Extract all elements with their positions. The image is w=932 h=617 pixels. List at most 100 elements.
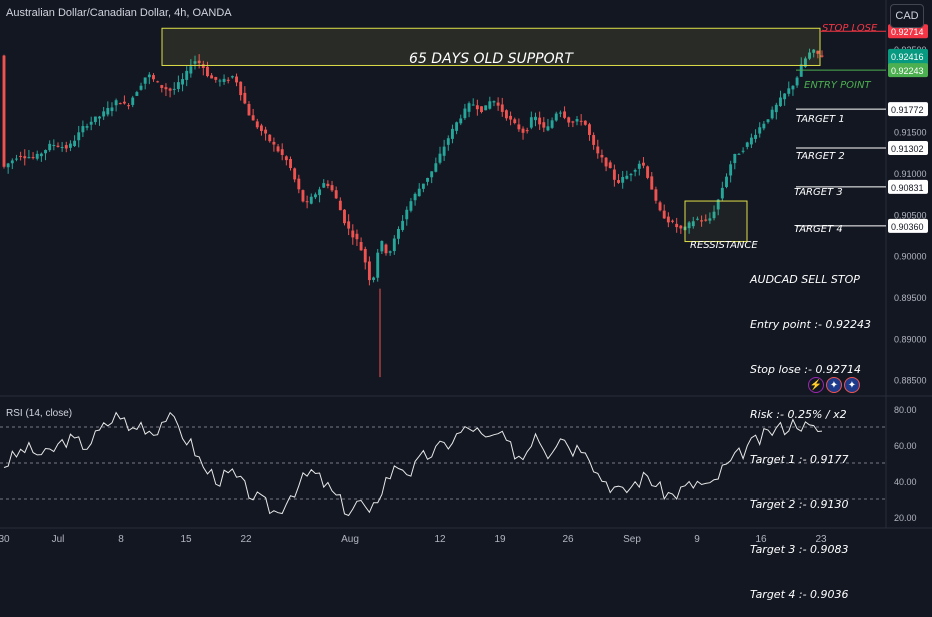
candle-body bbox=[44, 150, 47, 154]
candle-body bbox=[617, 180, 620, 183]
candle-body bbox=[85, 126, 89, 128]
candle-body bbox=[534, 116, 537, 121]
candle-body bbox=[218, 80, 222, 82]
candle-body bbox=[430, 171, 434, 178]
note-line: Target 2 :- 0.9130 bbox=[750, 498, 849, 511]
rsi-line bbox=[3, 411, 823, 517]
candle-body bbox=[201, 64, 205, 68]
candle-body bbox=[604, 157, 608, 167]
candle-body bbox=[513, 119, 517, 124]
candle-body bbox=[98, 116, 101, 119]
candle-body bbox=[276, 146, 280, 152]
candle-body bbox=[73, 140, 77, 147]
candle-body bbox=[251, 115, 255, 121]
entry-point-label: ENTRY POINT bbox=[804, 80, 871, 91]
candle-body bbox=[475, 105, 479, 110]
candle-body bbox=[558, 112, 562, 114]
candle-body bbox=[629, 173, 633, 176]
candle-body bbox=[347, 221, 351, 229]
candle-body bbox=[367, 261, 371, 281]
price-marker-label: 0.92243 bbox=[891, 66, 924, 76]
candle-body bbox=[517, 124, 521, 130]
support-zone bbox=[161, 27, 821, 66]
candle-body bbox=[621, 177, 625, 183]
candle-body bbox=[272, 141, 276, 145]
price-marker bbox=[888, 63, 928, 78]
time-tick-label: 8 bbox=[118, 534, 124, 545]
candle-body bbox=[733, 153, 737, 164]
candle-body bbox=[193, 61, 197, 64]
au-flag-icon[interactable]: ✦ bbox=[826, 377, 842, 393]
candle-body bbox=[305, 201, 309, 203]
candle-body bbox=[625, 175, 629, 179]
candle-body bbox=[666, 216, 670, 223]
candle-body bbox=[309, 196, 313, 204]
symbol-title: Australian Dollar/Canadian Dollar, 4h, O… bbox=[6, 7, 232, 19]
candle-body bbox=[700, 220, 704, 222]
candle-body bbox=[779, 97, 782, 107]
candle-body bbox=[351, 230, 355, 238]
candle-body bbox=[68, 143, 72, 148]
candle-body bbox=[359, 242, 363, 251]
rsi-tick-label: 60.00 bbox=[894, 441, 917, 451]
price-chart[interactable]: 0.925000.915000.910000.905000.900000.895… bbox=[0, 0, 932, 550]
candle-body bbox=[143, 77, 147, 84]
candle-body bbox=[405, 209, 409, 220]
time-tick-label: 12 bbox=[434, 534, 446, 545]
candle-body bbox=[426, 177, 429, 182]
candle-body bbox=[210, 75, 214, 79]
candle-body bbox=[48, 143, 52, 151]
candle-body bbox=[467, 103, 471, 112]
candle-body bbox=[783, 93, 787, 100]
time-tick-label: Jul bbox=[52, 534, 65, 545]
candle-body bbox=[687, 222, 691, 229]
rsi-tick-label: 40.00 bbox=[894, 477, 917, 487]
candle-body bbox=[417, 188, 421, 197]
time-tick-label: 23 bbox=[815, 534, 827, 545]
au-flag-icon[interactable]: ✦ bbox=[844, 377, 860, 393]
candle-body bbox=[239, 81, 243, 96]
note-line: Entry point :- 0.92243 bbox=[750, 318, 871, 331]
candle-body bbox=[39, 153, 43, 157]
candle-body bbox=[81, 126, 85, 133]
candle-body bbox=[164, 87, 168, 90]
candle-body bbox=[160, 85, 164, 88]
rsi-tick-label: 80.00 bbox=[894, 405, 917, 415]
note-line: Target 1 :- 0.9177 bbox=[750, 453, 849, 466]
candle-body bbox=[729, 164, 733, 176]
time-tick-label: 22 bbox=[240, 534, 252, 545]
candle-body bbox=[15, 158, 18, 160]
resistance-label: RESSISTANCE bbox=[690, 240, 758, 251]
lightning-icon[interactable]: ⚡ bbox=[808, 377, 824, 393]
price-marker-label: 0.90360 bbox=[891, 222, 924, 232]
candle-body bbox=[118, 103, 122, 105]
candle-body bbox=[372, 277, 375, 280]
candle-body bbox=[691, 221, 695, 227]
candle-body bbox=[563, 111, 567, 118]
candle-body bbox=[484, 105, 488, 111]
candle-body bbox=[230, 76, 234, 78]
candle-body bbox=[588, 124, 591, 135]
candle-body bbox=[139, 85, 143, 90]
candle-body bbox=[388, 251, 392, 253]
candle-body bbox=[608, 162, 612, 169]
candle-body bbox=[147, 74, 151, 78]
candle-body bbox=[741, 150, 745, 152]
candle-body bbox=[737, 153, 741, 155]
price-marker-label: 0.91302 bbox=[891, 144, 924, 154]
candle-body bbox=[791, 85, 795, 90]
candle-body bbox=[334, 190, 338, 199]
candle-body bbox=[455, 122, 459, 131]
candle-body bbox=[459, 118, 463, 124]
price-tick-label: 0.90000 bbox=[894, 252, 927, 262]
candle-body bbox=[646, 166, 650, 178]
candle-body bbox=[758, 127, 762, 134]
target1-label: TARGET 1 bbox=[796, 114, 845, 125]
currency-button[interactable]: CAD bbox=[890, 4, 924, 28]
candle-body bbox=[438, 153, 442, 163]
candle-body bbox=[10, 160, 14, 164]
candle-body bbox=[214, 77, 218, 80]
candle-body bbox=[745, 142, 749, 147]
candle-body bbox=[492, 101, 496, 103]
note-line: Risk :- 0.25% / x2 bbox=[750, 408, 847, 421]
